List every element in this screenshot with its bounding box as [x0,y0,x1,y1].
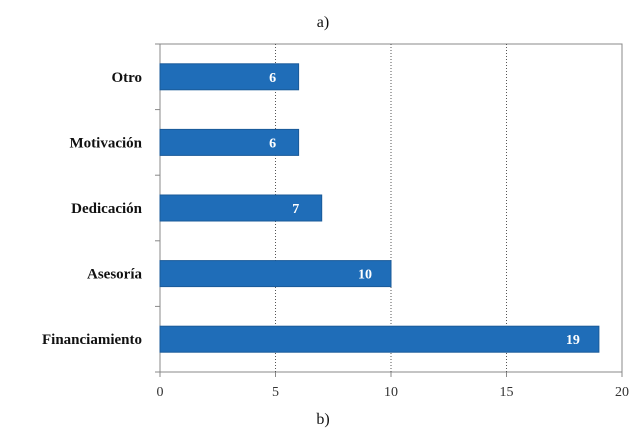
bar-motivación [159,128,300,156]
category-label-asesoría: Asesoría [87,267,142,283]
bar-financiamiento [159,325,600,353]
x-tick-label-5: 5 [272,385,279,400]
data-label-financiamiento: 19 [566,333,580,348]
panel-caption-b: b) [316,411,329,428]
x-tick-label-0: 0 [157,385,164,400]
data-label-motivación: 6 [269,136,276,151]
gridlines [275,44,507,372]
bar-otro [159,63,300,91]
x-axis-ticks: 0 5 10 15 20 [157,372,629,400]
x-tick-label-20: 20 [615,385,629,400]
category-label-dedicación: Dedicación [71,201,142,217]
bars: 6 6 7 10 19 [155,43,600,373]
data-label-otro: 6 [269,71,276,86]
category-label-otro: Otro [111,70,142,86]
category-label-financiamiento: Financiamiento [42,332,142,348]
category-label-motivación: Motivación [70,135,143,151]
data-label-dedicación: 7 [292,202,299,217]
category-labels: Otro Motivación Dedicación Asesoría Financia… [42,70,143,348]
bar-dedicación [159,194,323,222]
bar-asesoría [159,260,392,288]
data-label-asesoría: 10 [358,268,372,283]
x-tick-label-10: 10 [384,385,398,400]
panel-caption-a: a) [317,14,329,31]
x-tick-label-15: 15 [500,385,514,400]
